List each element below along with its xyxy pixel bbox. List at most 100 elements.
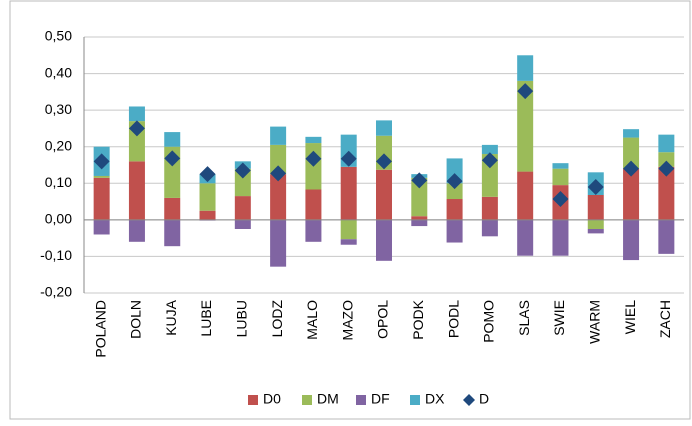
legend-label: DF: [371, 391, 390, 407]
bar-segment: [446, 199, 463, 220]
x-tick-label: OPOL: [375, 300, 391, 339]
bar-segment: [340, 219, 357, 240]
bar-segment: [411, 216, 428, 220]
bar-segment: [481, 144, 498, 155]
x-tick-label: POMO: [481, 300, 497, 343]
x-tick-label: PODK: [410, 299, 426, 339]
bar-segment: [93, 177, 110, 220]
bar-segment: [128, 106, 145, 122]
bar-segment: [552, 219, 569, 256]
x-tick-label: WIEL: [622, 300, 638, 334]
bar-segment: [376, 169, 392, 220]
x-tick-label: MAZO: [339, 300, 355, 341]
bar-segment: [305, 189, 322, 220]
bar-segment: [376, 219, 392, 261]
x-tick-label: PODL: [445, 300, 461, 338]
bar-segment: [234, 196, 251, 220]
bar-segment: [234, 168, 251, 197]
x-tick-label: POLAND: [92, 300, 108, 358]
marker: [587, 178, 604, 195]
x-tick-label: KUJA: [163, 299, 179, 335]
bar-segment: [552, 168, 569, 186]
bar-segment: [93, 175, 110, 178]
x-tick-label: SWIE: [551, 300, 567, 336]
bar-segment: [128, 161, 145, 220]
bar-segment: [305, 136, 322, 144]
x-tick-label: MALO: [304, 300, 320, 340]
bar-segment: [199, 183, 216, 211]
bar-segment: [164, 132, 181, 147]
bar-segment: [658, 166, 675, 220]
bar-segment: [587, 219, 604, 229]
x-tick-label: LUBU: [234, 300, 250, 337]
bar-segment: [517, 219, 534, 256]
marker: [481, 152, 498, 169]
bar-segment: [658, 134, 675, 153]
bar-segment: [128, 219, 145, 242]
x-tick-label: DOLN: [128, 300, 144, 339]
legend-label: DX: [425, 391, 445, 407]
x-tick-label: LODZ: [269, 300, 285, 338]
legend-swatch: [463, 394, 475, 406]
marker: [128, 120, 145, 137]
bar-segment: [517, 55, 534, 81]
marker: [411, 172, 428, 189]
bar-segment: [446, 183, 463, 200]
bar-segment: [658, 219, 675, 254]
bar-segment: [481, 196, 498, 220]
bar-segment: [340, 166, 357, 220]
bar-segment: [376, 120, 392, 136]
bar-segment: [411, 219, 428, 227]
x-tick-label: LUBE: [198, 300, 214, 337]
bar-segment: [481, 219, 498, 237]
marker: [164, 150, 181, 167]
bar-segment: [446, 219, 463, 243]
x-tick-label: WARM: [586, 300, 602, 344]
marker: [305, 150, 322, 167]
legend-swatch: [248, 395, 258, 405]
x-tick-label: SLAS: [516, 300, 532, 336]
bar-segment: [270, 126, 287, 145]
bar-segment: [234, 219, 251, 229]
legend-label: D0: [263, 391, 281, 407]
bar-segment: [93, 219, 110, 235]
bar-segment: [623, 129, 640, 138]
bar-segment: [658, 152, 675, 167]
bar-segment: [587, 194, 604, 220]
y-tick-label: 0,00: [45, 211, 72, 227]
marker: [446, 173, 463, 190]
marker: [270, 165, 287, 182]
bar-segment: [623, 137, 640, 169]
y-tick-label: 0,20: [45, 137, 72, 153]
marker: [517, 83, 534, 100]
x-tick-label: ZACH: [657, 300, 673, 338]
legend-label: D: [479, 391, 489, 407]
marker: [234, 162, 251, 179]
legend-label: DM: [317, 391, 339, 407]
legend-swatch: [302, 395, 312, 405]
bar-segment: [587, 229, 604, 234]
bar-segment: [623, 168, 640, 220]
bar-segment: [305, 219, 322, 242]
legend-swatch: [356, 395, 366, 405]
bar-segment: [481, 154, 498, 197]
bar-segment: [411, 177, 428, 217]
y-tick-label: 0,10: [45, 174, 72, 190]
y-tick-label: 0,40: [45, 64, 72, 80]
y-tick-label: -0,10: [40, 247, 72, 263]
marker: [623, 160, 640, 177]
bar-segment: [552, 163, 569, 169]
bar-segment: [164, 219, 181, 247]
marker: [199, 166, 216, 183]
legend-swatch: [410, 395, 420, 405]
bar-segment: [270, 174, 287, 220]
y-tick-label: 0,30: [45, 101, 72, 117]
bar-segment: [199, 210, 216, 220]
marker: [552, 191, 569, 208]
y-tick-label: -0,20: [40, 284, 72, 300]
bar-segment: [623, 219, 640, 261]
bar-segment: [270, 219, 287, 267]
bar-segment: [517, 80, 534, 172]
bar-segment: [517, 171, 534, 220]
